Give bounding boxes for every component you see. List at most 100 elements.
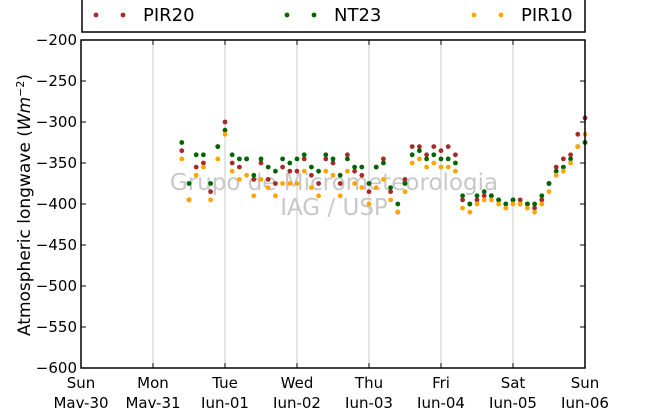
legend-marker: [284, 12, 290, 18]
data-point: [381, 160, 386, 166]
data-point: [265, 164, 271, 170]
data-point: [575, 131, 581, 137]
data-point: [553, 164, 559, 170]
data-point: [186, 197, 192, 203]
data-point: [489, 197, 494, 203]
data-point: [251, 177, 257, 182]
data-point: [280, 181, 285, 186]
data-point: [445, 144, 451, 150]
data-point: [201, 160, 206, 166]
data-point: [179, 156, 185, 162]
data-point: [251, 172, 257, 178]
data-point: [244, 172, 250, 178]
data-point: [309, 172, 314, 178]
data-point: [366, 201, 372, 207]
data-point: [316, 193, 321, 199]
data-point: [337, 181, 343, 186]
data-point: [215, 144, 221, 150]
legend-label: PIR20: [143, 5, 195, 26]
data-point: [409, 160, 415, 166]
data-point: [409, 152, 415, 158]
data-point: [309, 185, 314, 191]
x-tick-day-label: Thu: [354, 374, 383, 392]
x-tick-day-label: Wed: [281, 374, 314, 392]
legend-marker: [120, 12, 126, 18]
data-point: [438, 164, 444, 170]
x-tick-day-label: Fri: [432, 374, 450, 392]
data-point: [345, 152, 350, 158]
x-tick-date-label: Iun-04: [417, 394, 465, 409]
data-point: [229, 160, 235, 166]
legend-label: PIR10: [521, 5, 573, 26]
data-point: [402, 177, 408, 182]
data-point: [345, 156, 350, 162]
data-point: [532, 209, 537, 215]
y-tick-label: −500: [36, 277, 77, 295]
data-point: [481, 189, 487, 195]
data-point: [222, 127, 228, 133]
data-point: [460, 205, 465, 211]
data-point: [330, 172, 336, 178]
data-point: [359, 172, 365, 178]
data-point: [553, 172, 559, 178]
data-point: [294, 181, 300, 186]
data-point: [179, 148, 185, 154]
x-tick-day-label: Sun: [67, 374, 96, 392]
data-point: [568, 152, 573, 158]
data-point: [438, 148, 444, 154]
legend: PIR20 NT23 PIR10: [81, 0, 586, 33]
series-pir10: [179, 131, 588, 215]
data-point: [280, 156, 285, 162]
data-point: [481, 197, 487, 203]
data-point: [568, 156, 573, 162]
data-point: [453, 168, 458, 174]
y-tick-label: −250: [36, 72, 77, 90]
data-point: [553, 168, 559, 174]
data-point: [525, 205, 530, 211]
data-point: [352, 168, 357, 174]
data-point: [532, 205, 537, 211]
y-tick-label: −350: [36, 154, 77, 172]
data-point: [309, 164, 314, 170]
data-point: [229, 168, 235, 174]
data-point: [222, 119, 228, 125]
data-point: [496, 201, 501, 207]
data-point: [431, 144, 437, 150]
data-point: [352, 181, 357, 186]
data-point: [258, 156, 264, 162]
data-point: [510, 201, 516, 207]
x-tick-day-label: Sat: [501, 374, 526, 392]
x-tick-date-label: Iun-01: [201, 394, 249, 409]
data-point: [287, 160, 293, 166]
data-point: [237, 177, 242, 182]
data-point: [337, 172, 343, 178]
data-point: [503, 205, 509, 211]
watermark-line-2: IAG / USP: [280, 195, 388, 221]
data-point: [474, 197, 480, 203]
data-point: [431, 152, 437, 158]
data-point: [280, 164, 285, 170]
data-point: [445, 156, 451, 162]
y-tick-label: −450: [36, 236, 77, 254]
legend-marker: [93, 12, 99, 18]
data-point: [510, 197, 516, 203]
data-point: [222, 131, 228, 137]
data-point: [287, 181, 293, 186]
data-point: [301, 152, 307, 158]
data-point: [532, 201, 537, 207]
y-tick-label: −200: [36, 31, 77, 49]
data-point: [525, 201, 530, 207]
data-point: [258, 177, 264, 182]
data-point: [330, 156, 336, 162]
data-point: [208, 189, 214, 195]
data-point: [186, 181, 192, 186]
data-point: [301, 168, 307, 174]
data-point: [337, 193, 343, 199]
data-point: [546, 189, 552, 195]
data-point: [453, 152, 458, 158]
data-point: [503, 201, 509, 207]
data-point: [366, 181, 372, 186]
data-point: [244, 156, 250, 162]
data-point: [381, 156, 386, 162]
